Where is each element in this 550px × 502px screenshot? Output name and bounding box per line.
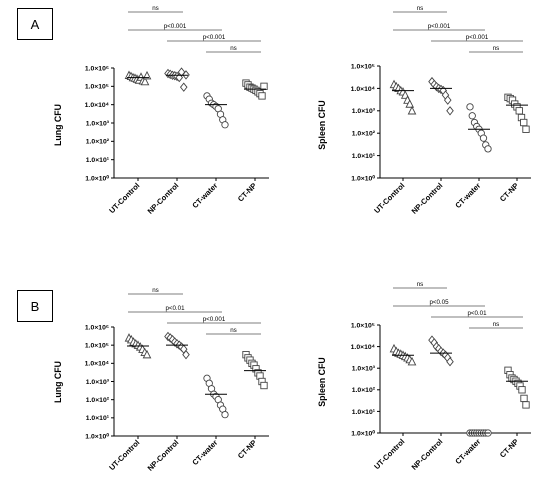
y-tick-label: 1.0×10⁶	[85, 324, 109, 331]
data-point-ct-water	[479, 134, 488, 142]
comparison-label: ns	[152, 287, 159, 294]
data-point-ct-water	[221, 121, 229, 129]
comparison-label: p<0.001	[203, 34, 226, 41]
y-tick-label: 1.0×10³	[86, 120, 110, 127]
x-category-label-np-control: NP-Control	[410, 437, 445, 472]
y-tick-label: 1.0×10²	[86, 139, 110, 146]
data-point-ct-np	[522, 401, 530, 409]
x-category-label-ut-control: UT-Control	[107, 438, 141, 472]
data-point-ct-water	[466, 103, 474, 111]
y-tick-label: 1.0×10⁴	[85, 361, 109, 368]
data-point-np-control	[182, 349, 190, 360]
data-point-np-control	[177, 67, 186, 77]
x-category-label-ut-control: UT-Control	[372, 181, 406, 215]
comparison-label: ns	[417, 5, 424, 12]
x-category-label-np-control: NP-Control	[410, 181, 445, 216]
x-category-label-ut-control: UT-Control	[107, 181, 141, 215]
y-tick-label: 1.0×10²	[86, 397, 110, 404]
data-point-np-control	[443, 95, 452, 105]
y-tick-label: 1.0×10⁴	[85, 102, 109, 109]
data-point-ct-water	[468, 112, 476, 120]
comparison-label: p<0.001	[164, 23, 187, 30]
data-point-ct-np	[520, 118, 528, 127]
y-tick-label: 1.0×10⁵	[351, 322, 375, 329]
x-category-label-ct-water: CT-water	[453, 437, 482, 466]
comparison-label: p<0.01	[165, 305, 185, 312]
x-category-label-np-control: NP-Control	[146, 438, 181, 473]
y-tick-label: 1.0×10⁰	[351, 174, 375, 182]
y-tick-label: 1.0×10³	[352, 366, 376, 373]
x-category-label-ct-water: CT-water	[190, 181, 219, 210]
data-point-ct-water	[221, 410, 229, 419]
comparison-label: p<0.001	[203, 316, 226, 323]
data-point-np-control	[179, 82, 188, 92]
comparison-label: ns	[152, 5, 159, 12]
data-point-ut-control	[407, 356, 417, 366]
data-point-ct-np	[260, 82, 268, 90]
x-category-label-ct-water: CT-water	[190, 438, 219, 467]
panel-label-b: B	[17, 290, 53, 322]
y-tick-label: 1.0×10³	[352, 108, 376, 115]
comparison-label: ns	[417, 281, 424, 288]
y-tick-label: 1.0×10⁶	[85, 65, 109, 72]
data-point-ct-np	[258, 92, 266, 100]
data-point-np-control	[446, 356, 454, 367]
y-tick-label: 1.0×10⁴	[351, 86, 375, 93]
data-point-ct-np	[515, 107, 523, 115]
comparison-label: p<0.01	[467, 310, 487, 317]
x-category-label-ct-np: CT-NP	[498, 181, 520, 203]
data-point-ct-np	[260, 381, 268, 390]
comparison-label: ns	[493, 45, 500, 52]
x-category-label-ct-water: CT-water	[453, 181, 482, 210]
y-tick-label: 1.0×10¹	[352, 409, 376, 416]
y-axis-label: Lung CFU	[53, 361, 63, 403]
chart-4: 1.0×10⁵ 1.0×10⁴ 1.0×10³ 1.0×10² 1.0×10¹ 1.0×1…	[317, 281, 531, 472]
y-tick-label: 1.0×10⁰	[351, 429, 375, 437]
y-tick-label: 1.0×10²	[352, 387, 376, 394]
x-category-label-ct-np: CT-NP	[236, 181, 258, 203]
y-tick-label: 1.0×10⁵	[351, 63, 375, 70]
panel-label-a: A	[17, 8, 53, 40]
y-tick-label: 1.0×10¹	[86, 415, 110, 422]
y-tick-label: 1.0×10³	[86, 379, 110, 386]
comparison-label: ns	[493, 321, 500, 328]
y-tick-label: 1.0×10⁵	[85, 84, 109, 91]
comparison-label: p<0.001	[466, 34, 489, 41]
data-point-ct-np	[520, 394, 528, 403]
x-category-label-np-control: NP-Control	[146, 181, 181, 216]
data-point-ut-control	[407, 106, 417, 115]
y-tick-label: 1.0×10⁰	[85, 432, 109, 440]
x-category-label-ut-control: UT-Control	[372, 437, 406, 471]
comparison-label: p<0.001	[428, 23, 451, 30]
comparison-label: ns	[230, 327, 237, 334]
comparison-label: p<0.05	[429, 299, 449, 306]
chart-3: 1.0×10⁶ 1.0×10⁵ 1.0×10⁴ 1.0×10³ 1.0×10² 1.0×1…	[53, 287, 269, 473]
data-point-ct-water	[484, 145, 492, 153]
y-axis-label: Spleen CFU	[317, 357, 327, 406]
comparison-label: ns	[230, 45, 237, 52]
x-category-label-ct-np: CT-NP	[498, 437, 520, 459]
data-point-ut-control	[405, 99, 415, 108]
y-tick-label: 1.0×10²	[352, 131, 376, 138]
y-tick-label: 1.0×10⁰	[85, 174, 109, 182]
data-point-ct-np	[518, 386, 526, 394]
x-category-label-ct-np: CT-NP	[236, 438, 258, 460]
data-point-ut-control	[142, 349, 152, 359]
data-point-np-control	[446, 106, 454, 116]
data-point-ut-control	[140, 76, 150, 86]
y-tick-label: 1.0×10¹	[86, 157, 110, 164]
data-point-ct-np	[522, 125, 530, 133]
y-tick-label: 1.0×10⁴	[351, 344, 375, 351]
y-axis-label: Lung CFU	[53, 104, 63, 146]
chart-1: 1.0×10⁶ 1.0×10⁵ 1.0×10⁴ 1.0×10³ 1.0×10² 1.0×1…	[53, 5, 269, 216]
y-tick-label: 1.0×10¹	[352, 153, 376, 160]
y-axis-label: Spleen CFU	[317, 100, 327, 149]
y-tick-label: 1.0×10⁵	[85, 343, 109, 350]
chart-2: 1.0×10⁵ 1.0×10⁴ 1.0×10³ 1.0×10² 1.0×10¹ 1.0×1…	[317, 5, 531, 216]
